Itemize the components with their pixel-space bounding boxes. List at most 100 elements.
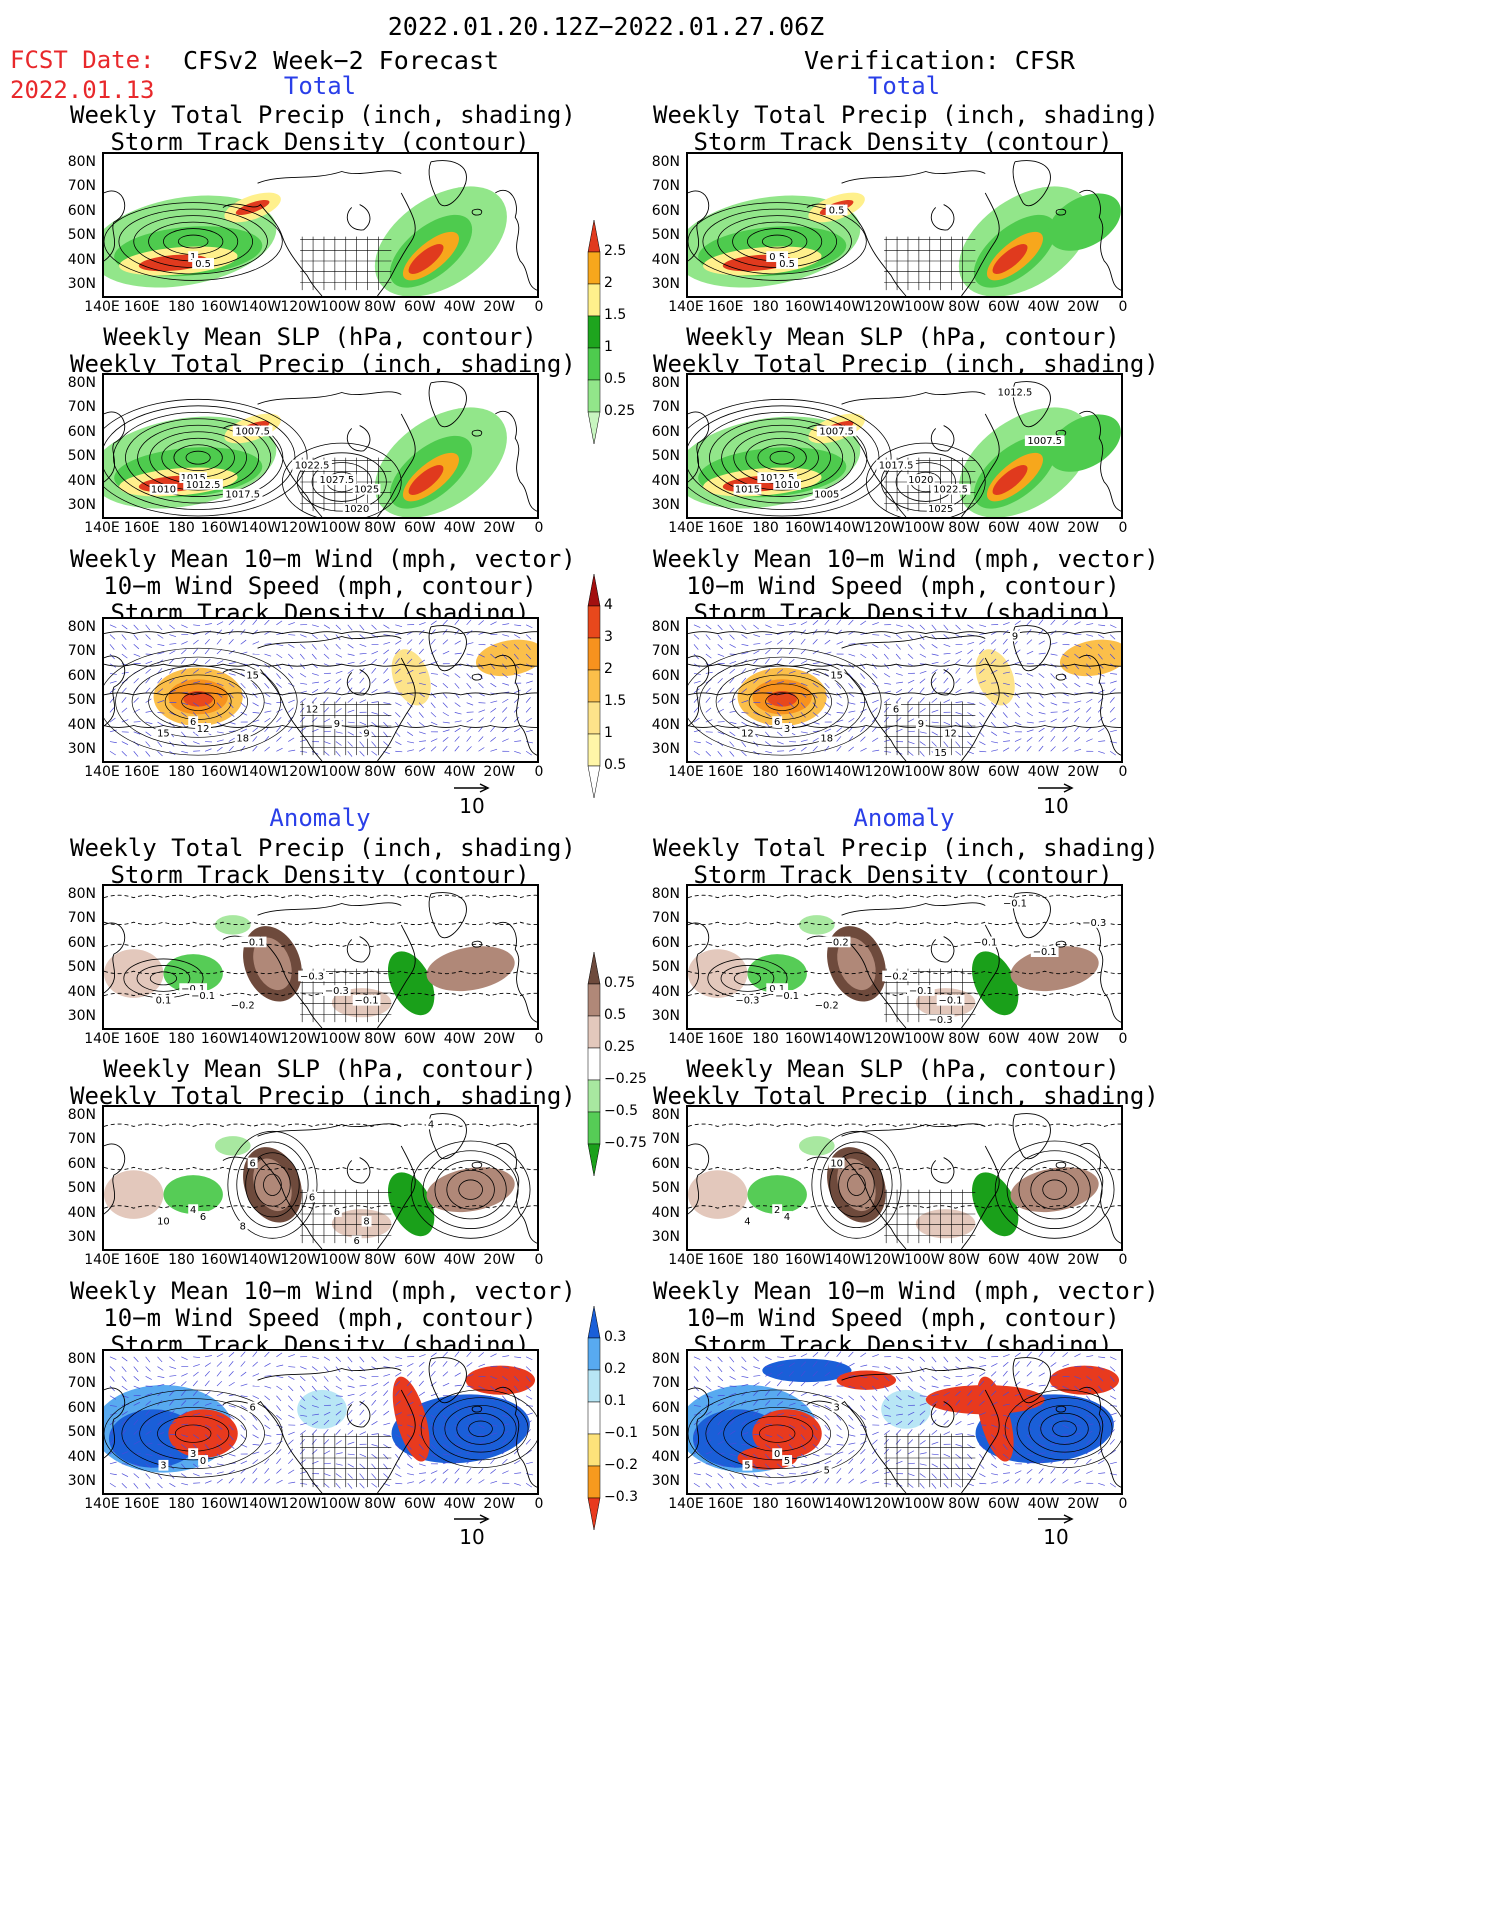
lon-tick-label: 60W: [987, 1496, 1020, 1512]
svg-text:−0.3: −0.3: [300, 971, 324, 982]
colorbar-level-label: 0.25: [604, 403, 636, 419]
lat-tick-label: 50N: [67, 227, 96, 244]
lat-tick-label: 40N: [67, 716, 96, 733]
lat-tick-label: 80N: [651, 1351, 680, 1367]
contour-label: 18: [818, 732, 835, 745]
svg-text:10: 10: [157, 1217, 170, 1228]
svg-text:−0.1: −0.1: [939, 996, 963, 1007]
vector-ref-label-f-total: 10: [459, 794, 485, 818]
contour-label: 1007.5: [1024, 435, 1065, 447]
contour-label: 1022.5: [930, 483, 971, 496]
lat-tick-label: 80N: [651, 619, 680, 635]
lon-tick-label: 100W: [320, 299, 361, 315]
colorbar-total-storm-density: [586, 574, 666, 802]
colorbar-level-label: 0.2: [604, 1361, 627, 1377]
lat-tick-label: 80N: [67, 619, 96, 635]
svg-text:15: 15: [157, 729, 170, 740]
svg-text:1017.5: 1017.5: [879, 460, 914, 471]
lat-tick-label: 80N: [67, 1351, 96, 1367]
contour-label: 1027.5: [317, 474, 357, 486]
lat-tick-label: 30N: [67, 276, 96, 292]
svg-text:9: 9: [1012, 631, 1018, 642]
lon-tick-label: 140W: [824, 1496, 866, 1512]
lon-tick-label: 160E: [123, 1496, 160, 1512]
lon-tick-label: 40W: [1027, 520, 1060, 536]
lon-tick-label: 100W: [320, 1031, 361, 1047]
contour-label: 4: [782, 1211, 793, 1223]
lat-tick-label: 40N: [67, 251, 96, 268]
lon-tick-label: 140W: [240, 764, 282, 780]
lon-tick-label: 160E: [123, 299, 160, 315]
contour-label: 4: [188, 1204, 199, 1216]
lon-tick-label: 0: [1118, 1252, 1128, 1268]
colorbar-level-label: −0.75: [604, 1135, 647, 1151]
lat-tick-label: 70N: [67, 1131, 96, 1148]
lat-tick-label: 80N: [67, 886, 96, 902]
svg-text:−0.3: −0.3: [735, 996, 759, 1007]
lon-tick-label: 160W: [200, 764, 242, 780]
lon-tick-label: 20W: [1067, 1496, 1100, 1512]
svg-text:12: 12: [197, 724, 210, 735]
vector-ref-label-v-anom: 10: [1043, 1525, 1069, 1549]
title-v-total-wind: Weekly Mean 10−m Wind (mph, vector) 10−m…: [653, 545, 1159, 627]
contour-label: 0.5: [766, 251, 789, 263]
vector-ref-arrow-f-total: [452, 782, 492, 794]
lon-tick-label: 140E: [668, 1496, 704, 1512]
contour-label: 18: [234, 732, 251, 745]
lon-tick-label: 160E: [707, 520, 744, 536]
colorbar-level-label: 0.3: [604, 1329, 627, 1345]
lon-tick-label: 140E: [668, 1031, 704, 1047]
contour-label: 15: [932, 747, 949, 759]
svg-text:6: 6: [200, 1212, 206, 1223]
svg-text:6: 6: [190, 717, 196, 728]
map-forecast-total-precip: 1 0.5: [102, 152, 539, 298]
contour-label: −0.3: [322, 985, 351, 997]
lon-tick-label: 100W: [320, 1252, 361, 1268]
contour-label: −0.1: [906, 985, 935, 997]
lat-tick-label: 40N: [67, 1204, 96, 1221]
colorbar-level-label: 2.5: [604, 243, 627, 259]
contour-label: 0.5: [776, 258, 798, 270]
vector-ref-arrow-v-anom: [1036, 1513, 1076, 1525]
contour-label: 1012.5: [183, 479, 223, 491]
svg-text:15: 15: [934, 748, 947, 759]
lat-tick-label: 50N: [67, 1180, 96, 1197]
map-verif-anom-slp: 2 4 10 4: [686, 1105, 1123, 1251]
lat-tick-label: 70N: [67, 910, 96, 927]
svg-text:3: 3: [833, 1402, 839, 1413]
map-forecast-total-wind: 6 12 15 15 18 12 9 9: [102, 617, 539, 763]
contour-label: 6: [198, 1211, 209, 1223]
section-anomaly-right: Anomaly: [853, 804, 955, 832]
lat-tick-label: 50N: [651, 227, 680, 244]
svg-text:−0.2: −0.2: [825, 937, 849, 948]
map-verif-total-precip: 0.5 0.5 0.5: [686, 152, 1123, 298]
lat-tick-label: 60N: [651, 1399, 680, 1416]
lon-tick-label: 40W: [1027, 1031, 1060, 1047]
contour-label: 5: [821, 1464, 832, 1477]
lat-tick-label: 60N: [651, 423, 680, 440]
lon-tick-label: 140W: [240, 520, 282, 536]
lon-tick-label: 120W: [280, 1496, 321, 1512]
contour-label: 1025: [352, 483, 381, 496]
contour-label: −0.2: [822, 936, 851, 948]
map-verif-total-wind: 6 3 15 12 18 6 9 12 15 9: [686, 617, 1123, 763]
contour-label: 0.1: [152, 994, 175, 1007]
colorbar-level-label: −0.25: [604, 1071, 647, 1087]
lat-tick-label: 50N: [651, 448, 680, 465]
contour-label: 8: [361, 1215, 372, 1228]
lon-tick-label: 140W: [240, 1496, 282, 1512]
svg-text:1025: 1025: [928, 504, 953, 515]
svg-text:−0.1: −0.1: [775, 991, 799, 1002]
lon-tick-label: 100W: [320, 1496, 361, 1512]
lon-tick-label: 160E: [707, 764, 744, 780]
colorbar-level-label: 0.5: [604, 757, 627, 773]
lon-tick-label: 160W: [200, 1496, 242, 1512]
lon-tick-label: 40W: [443, 1031, 476, 1047]
colorbar-level-label: 0.1: [604, 1393, 627, 1409]
lat-tick-label: 70N: [651, 1131, 680, 1148]
svg-text:−0.2: −0.2: [884, 971, 908, 982]
contour-label: 6: [307, 1191, 318, 1203]
title-v-total-precip: Weekly Total Precip (inch, shading) Stor…: [653, 101, 1159, 156]
lat-tick-label: 50N: [651, 1424, 680, 1441]
